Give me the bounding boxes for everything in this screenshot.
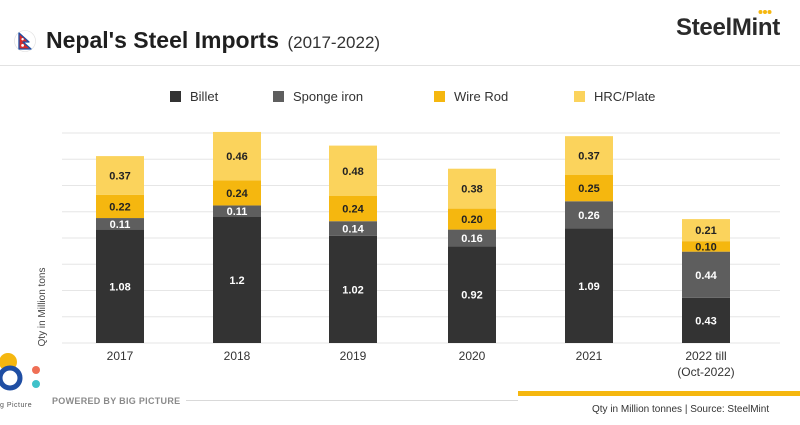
legend-swatch-billet (170, 90, 181, 102)
data-label-hrc-plate: 0.48 (342, 166, 363, 178)
legend-item-wire-rod: Wire Rod (434, 86, 508, 106)
bar-wire-rod-2019 (329, 196, 377, 222)
title-text: Nepal's Steel Imports (46, 27, 279, 53)
bar-billet-2019 (329, 235, 377, 343)
x-tick-label: 2021 (576, 349, 603, 363)
data-label-billet: 0.92 (461, 290, 482, 302)
data-label-billet: 1.2 (229, 275, 244, 287)
brand-dots-icon (758, 10, 772, 14)
bar-hrc-plate-2018 (213, 131, 261, 181)
data-label-sponge-iron: 0.16 (461, 233, 482, 245)
footer-accent-bar (518, 391, 800, 396)
footer-divider (186, 400, 518, 401)
page-title: Nepal's Steel Imports (2017-2022) (46, 27, 380, 54)
x-tick-label: 2017 (107, 349, 134, 363)
bar-sponge-iron-2020 (448, 229, 496, 247)
data-label-wire-rod: 0.24 (226, 188, 248, 200)
bar-hrc-plate-2019 (329, 145, 377, 196)
bar-billet-2018 (213, 217, 261, 343)
data-label-hrc-plate: 0.37 (109, 171, 130, 183)
logo-caption: g Picture (0, 402, 33, 409)
x-tick-label: 2018 (224, 349, 251, 363)
data-label-wire-rod: 0.10 (695, 241, 716, 253)
bar-sponge-iron-2018 (213, 205, 261, 217)
bar-wire-rod-2022-till (682, 241, 730, 252)
bar-hrc-plate-2022-till (682, 219, 730, 242)
header: Nepal's Steel Imports (2017-2022) SteelM… (0, 0, 800, 66)
big-picture-logo-icon (0, 353, 40, 391)
bar-wire-rod-2018 (213, 180, 261, 206)
legend-label-hrc-plate: HRC/Plate (594, 88, 656, 104)
data-label-billet: 0.43 (695, 315, 716, 327)
legend-swatch-wire-rod (434, 90, 445, 102)
legend-item-sponge-iron: Sponge iron (273, 86, 363, 106)
data-label-hrc-plate: 0.37 (578, 151, 599, 163)
data-label-hrc-plate: 0.46 (226, 151, 247, 163)
data-label-sponge-iron: 0.11 (110, 219, 131, 231)
bar-sponge-iron-2017 (96, 218, 144, 230)
data-label-sponge-iron: 0.11 (227, 206, 248, 218)
data-label-hrc-plate: 0.38 (461, 184, 482, 196)
legend-label-wire-rod: Wire Rod (454, 88, 509, 104)
bar-wire-rod-2020 (448, 208, 496, 230)
subtitle-text: (2017-2022) (287, 33, 381, 52)
bar-billet-2021 (565, 228, 613, 343)
bar-sponge-iron-2022-till (682, 251, 730, 298)
powered-by-text: POWERED BY BIG PICTURE (52, 396, 181, 406)
data-label-sponge-iron: 0.26 (578, 210, 599, 222)
legend-label-billet: Billet (190, 88, 219, 104)
legend-swatch-hrc-plate (574, 90, 585, 102)
bar-hrc-plate-2021 (565, 136, 613, 175)
data-label-billet: 1.02 (342, 284, 363, 296)
legend-label-sponge-iron: Sponge iron (293, 88, 364, 104)
bar-billet-2017 (96, 229, 144, 343)
bar-hrc-plate-2017 (96, 156, 144, 195)
bar-sponge-iron-2019 (329, 221, 377, 236)
bar-wire-rod-2021 (565, 175, 613, 202)
bar-billet-2022-till (682, 297, 730, 343)
brand-logo: SteelMint (676, 14, 780, 41)
bar-hrc-plate-2020 (448, 168, 496, 209)
data-label-wire-rod: 0.24 (342, 204, 364, 216)
data-label-hrc-plate: 0.21 (695, 225, 716, 237)
data-label-billet: 1.09 (578, 281, 599, 293)
data-label-wire-rod: 0.25 (578, 183, 599, 195)
legend-swatch-sponge-iron (273, 90, 284, 102)
legend: Billet Sponge iron Wire Rod HRC/Plate (0, 86, 800, 106)
data-label-wire-rod: 0.22 (109, 202, 130, 214)
data-label-sponge-iron: 0.44 (695, 270, 717, 282)
x-tick-label: 2022 till (Oct-2022) (677, 349, 734, 379)
x-tick-label: 2020 (459, 349, 486, 363)
source-note: Qty in Million tonnes | Source: SteelMin… (592, 404, 770, 415)
data-label-billet: 1.08 (109, 281, 130, 293)
legend-item-billet: Billet (170, 86, 218, 106)
header-divider (0, 65, 800, 66)
data-label-wire-rod: 0.20 (461, 214, 482, 226)
bar-billet-2020 (448, 246, 496, 343)
x-tick-label: 2019 (340, 349, 367, 363)
legend-item-hrc-plate: HRC/Plate (574, 86, 655, 106)
data-label-sponge-iron: 0.14 (342, 224, 364, 236)
nepal-flag-icon (14, 30, 36, 52)
bar-wire-rod-2017 (96, 194, 144, 219)
bar-sponge-iron-2021 (565, 201, 613, 229)
